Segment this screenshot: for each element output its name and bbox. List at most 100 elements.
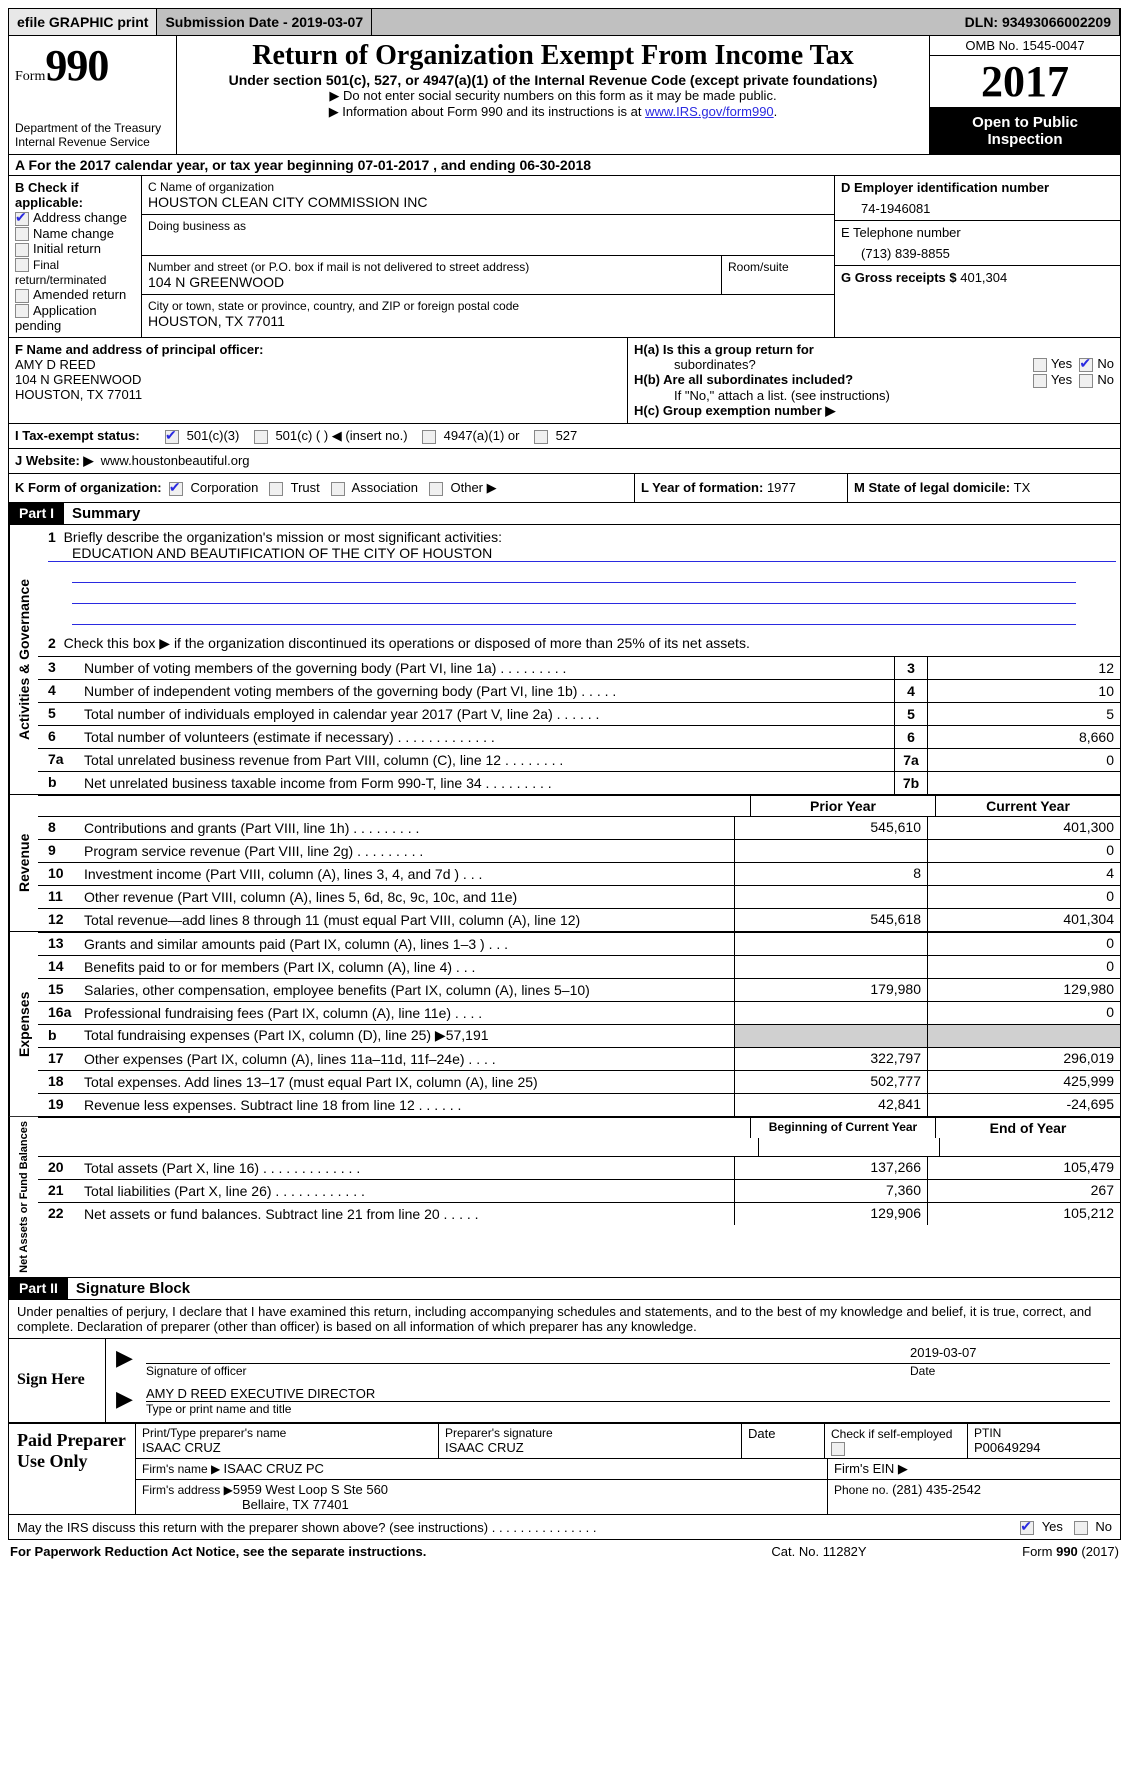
chk-corp[interactable] (169, 482, 183, 496)
line-i: I Tax-exempt status: 501(c)(3) 501(c) ( … (8, 424, 1121, 449)
ha-label2: subordinates? (634, 357, 756, 372)
q2-label: Check this box ▶ if the organization dis… (64, 635, 750, 651)
page-footer: For Paperwork Reduction Act Notice, see … (8, 1540, 1121, 1563)
hb-note: If "No," attach a list. (see instruction… (634, 388, 1114, 403)
prep-name: ISAAC CRUZ (142, 1440, 432, 1455)
ssn-note: ▶ Do not enter social security numbers o… (185, 88, 921, 104)
ein-value: 74-1946081 (841, 195, 1114, 216)
chk-final-return[interactable] (15, 258, 29, 272)
phone-label: Phone no. (834, 1483, 892, 1497)
firm-city: Bellaire, TX 77401 (142, 1497, 821, 1512)
part-ii-title: Signature Block (68, 1278, 198, 1299)
line-j: J Website: ▶ www.houstonbeautiful.org (8, 449, 1121, 474)
chk-4947[interactable] (422, 430, 436, 444)
line-k-label: K Form of organization: (15, 480, 162, 495)
org-name: HOUSTON CLEAN CITY COMMISSION INC (148, 194, 828, 210)
exp-line-b: bTotal fundraising expenses (Part IX, co… (38, 1024, 1120, 1047)
paid-preparer-block: Paid Preparer Use Only Print/Type prepar… (8, 1424, 1121, 1516)
officer-name: AMY D REED (15, 357, 621, 372)
prep-sig: ISAAC CRUZ (445, 1440, 735, 1455)
part-ii-badge: Part II (9, 1278, 68, 1299)
dept-treasury: Department of the Treasury (15, 121, 170, 135)
box-c-name-label: C Name of organization (148, 180, 828, 194)
chk-application-pending[interactable] (15, 304, 29, 318)
box-b-label: B Check if applicable: (15, 180, 135, 210)
chk-self-employed[interactable] (831, 1442, 845, 1456)
hb-yes[interactable] (1033, 374, 1047, 388)
chk-501c3[interactable] (165, 430, 179, 444)
phone-value: (281) 435-2542 (892, 1482, 981, 1497)
open-to-public: Open to PublicInspection (930, 108, 1120, 154)
chk-amended[interactable] (15, 289, 29, 303)
hdr-prior-year: Prior Year (750, 796, 935, 816)
line-i-label: I Tax-exempt status: (15, 428, 165, 444)
efile-print-button[interactable]: efile GRAPHIC print (9, 9, 157, 35)
discuss-row: May the IRS discuss this return with the… (8, 1515, 1121, 1540)
sign-here-label: Sign Here (9, 1339, 106, 1422)
chk-name-change[interactable] (15, 227, 29, 241)
prep-date-label: Date (742, 1424, 825, 1459)
signature-date: 2019-03-07 (902, 1345, 1110, 1364)
website-value[interactable]: www.houstonbeautiful.org (101, 453, 250, 468)
gov-line-7a: 7aTotal unrelated business revenue from … (38, 748, 1120, 771)
discuss-question: May the IRS discuss this return with the… (17, 1520, 1020, 1535)
box-f-label: F Name and address of principal officer: (15, 342, 621, 357)
rev-line-9: 9Program service revenue (Part VIII, lin… (38, 839, 1120, 862)
exp-line-14: 14Benefits paid to or for members (Part … (38, 955, 1120, 978)
rev-line-12: 12Total revenue—add lines 8 through 11 (… (38, 908, 1120, 931)
paid-preparer-label: Paid Preparer Use Only (9, 1424, 136, 1515)
chk-other[interactable] (429, 482, 443, 496)
org-street: 104 N GREENWOOD (148, 274, 715, 290)
hdr-end-year: End of Year (935, 1118, 1120, 1138)
exp-line-17: 17Other expenses (Part IX, column (A), l… (38, 1047, 1120, 1070)
chk-501c[interactable] (254, 430, 268, 444)
line-l-label: L Year of formation: (641, 480, 767, 495)
part-i-badge: Part I (9, 503, 64, 524)
paperwork-notice: For Paperwork Reduction Act Notice, see … (10, 1544, 719, 1559)
top-bar: efile GRAPHIC print Submission Date - 20… (8, 8, 1121, 36)
hb-no[interactable] (1079, 374, 1093, 388)
line-k: K Form of organization: Corporation Trus… (8, 474, 1121, 503)
exp-line-15: 15Salaries, other compensation, employee… (38, 978, 1120, 1001)
rev-line-8: 8Contributions and grants (Part VIII, li… (38, 816, 1120, 839)
officer-group-block: F Name and address of principal officer:… (8, 338, 1121, 424)
submission-date: Submission Date - 2019-03-07 (157, 9, 372, 35)
discuss-yes[interactable] (1020, 1521, 1034, 1535)
prep-name-label: Print/Type preparer's name (142, 1426, 432, 1440)
ptin-label: PTIN (974, 1426, 1114, 1440)
firm-ein-label: Firm's EIN ▶ (828, 1459, 1120, 1479)
perjury-statement: Under penalties of perjury, I declare th… (9, 1300, 1120, 1339)
state-domicile: TX (1014, 480, 1031, 495)
omb-number: OMB No. 1545-0047 (930, 36, 1120, 56)
org-info-block: B Check if applicable: Address change Na… (8, 176, 1121, 338)
chk-trust[interactable] (269, 482, 283, 496)
ha-yes[interactable] (1033, 358, 1047, 372)
officer-city: HOUSTON, TX 77011 (15, 387, 621, 402)
ha-no[interactable] (1079, 358, 1093, 372)
part-ii-header: Part II Signature Block (8, 1278, 1121, 1300)
chk-527[interactable] (534, 430, 548, 444)
irs-link[interactable]: www.IRS.gov/form990 (645, 104, 774, 119)
type-name-label: Type or print name and title (146, 1402, 1110, 1416)
dln: DLN: 93493066002209 (957, 9, 1120, 35)
part-i-header: Part I Summary (8, 503, 1121, 525)
rev-line-10: 10Investment income (Part VIII, column (… (38, 862, 1120, 885)
activities-governance-section: Activities & Governance 1 Briefly descri… (8, 525, 1121, 795)
city-label: City or town, state or province, country… (148, 299, 828, 313)
signature-block: Under penalties of perjury, I declare th… (8, 1300, 1121, 1424)
hc-label: H(c) Group exemption number ▶ (634, 403, 1114, 419)
discuss-no[interactable] (1074, 1521, 1088, 1535)
chk-initial-return[interactable] (15, 243, 29, 257)
tax-year: 2017 (930, 56, 1120, 108)
return-title: Return of Organization Exempt From Incom… (185, 40, 921, 72)
room-label: Room/suite (722, 256, 834, 294)
chk-address-change[interactable] (15, 212, 29, 226)
gov-line-7b: bNet unrelated business taxable income f… (38, 771, 1120, 794)
tab-expenses: Expenses (9, 932, 38, 1116)
chk-assoc[interactable] (331, 482, 345, 496)
line-a-tax-year: A For the 2017 calendar year, or tax yea… (8, 155, 1121, 176)
rev-line-11: 11Other revenue (Part VIII, column (A), … (38, 885, 1120, 908)
line-j-label: J Website: ▶ (15, 453, 93, 468)
gov-line-5: 5Total number of individuals employed in… (38, 702, 1120, 725)
exp-line-13: 13Grants and similar amounts paid (Part … (38, 932, 1120, 955)
